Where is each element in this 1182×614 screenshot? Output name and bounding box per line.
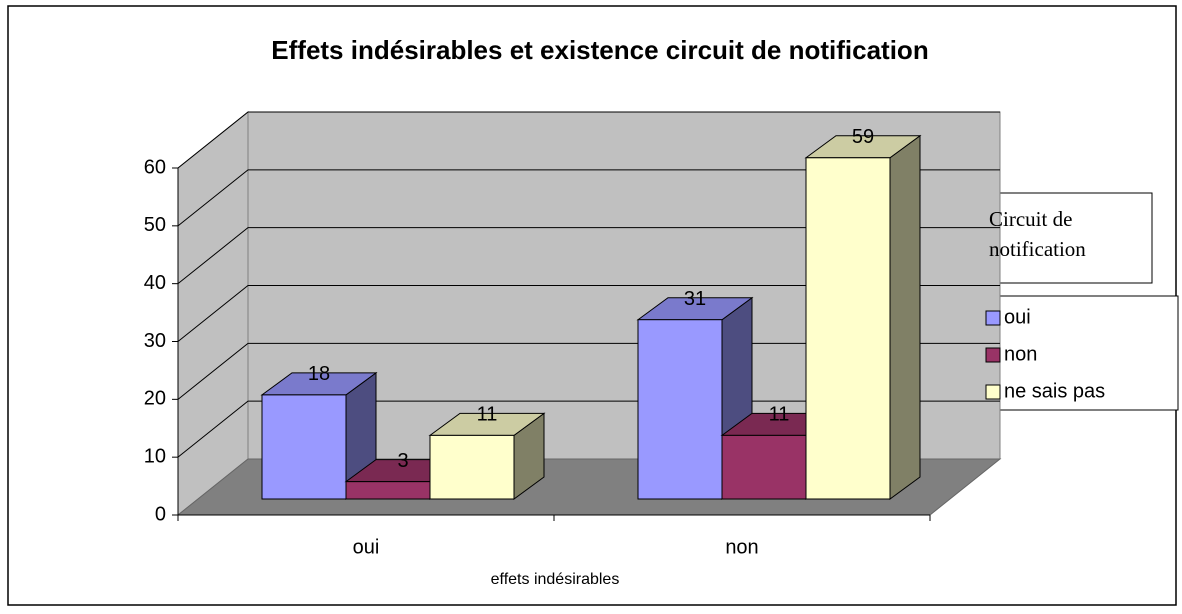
- grid-line: [177, 227, 1000, 285]
- data-label: 31: [684, 288, 706, 310]
- data-label: 3: [397, 450, 408, 472]
- legend-title: Circuit de notification: [989, 207, 1086, 261]
- grid-line: [177, 285, 1000, 342]
- data-label: 18: [308, 363, 330, 385]
- grid-line: [177, 169, 1000, 227]
- x-tick-label: oui: [353, 536, 380, 558]
- legend-label: oui: [1004, 306, 1031, 328]
- chart-title: Effets indésirables et existence circuit…: [271, 35, 928, 65]
- grid-line: [177, 111, 1000, 169]
- y-tick-label: 20: [144, 388, 166, 410]
- data-label: 11: [769, 404, 790, 426]
- y-tick-label: 60: [144, 156, 166, 178]
- legend-box: [979, 295, 1179, 411]
- legend-label: ne sais pas: [1004, 380, 1105, 402]
- legend-swatch: [985, 310, 1001, 326]
- bar: [805, 157, 891, 500]
- legend-label: non: [1004, 343, 1037, 365]
- data-label: 11: [477, 404, 498, 426]
- legend-swatch: [985, 384, 1001, 400]
- legend-swatch: [985, 347, 1001, 363]
- y-tick-label: 30: [144, 330, 166, 352]
- y-tick-label: 50: [144, 214, 166, 236]
- x-tick-label: non: [725, 536, 758, 558]
- y-tick-label: 40: [144, 272, 166, 294]
- bar: [637, 319, 723, 500]
- y-tick-label: 10: [144, 445, 166, 467]
- legend-title-box: [979, 192, 1153, 284]
- bar: [261, 394, 347, 500]
- bar: [345, 481, 431, 500]
- y-tick-label: 0: [155, 503, 166, 525]
- x-axis-title: effets indésirables: [491, 571, 620, 588]
- bar-side: [889, 134, 921, 500]
- data-label: 59: [852, 126, 874, 148]
- bar: [721, 434, 807, 500]
- bar: [429, 434, 515, 500]
